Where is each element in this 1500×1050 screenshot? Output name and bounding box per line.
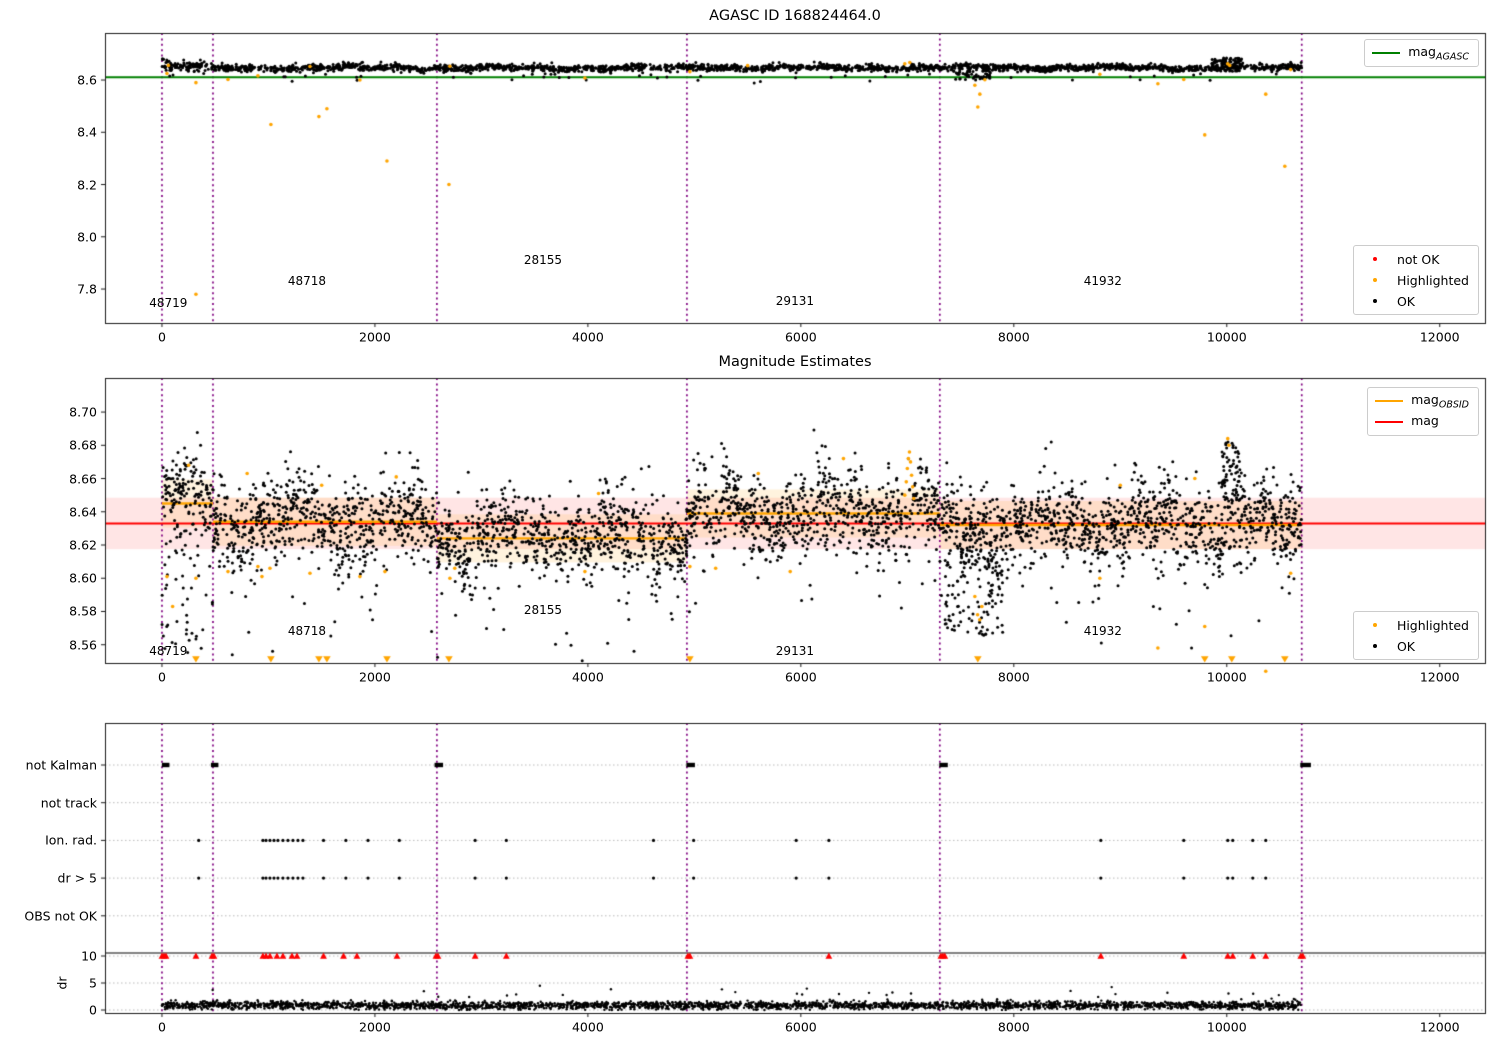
xtick-label: 4000 [571, 1019, 604, 1035]
red-line-icon [1375, 420, 1404, 424]
obsid-label-48718: 48718 [287, 274, 327, 289]
obsid-label-48719: 48719 [149, 296, 188, 311]
ok-marker-sample [1361, 298, 1389, 304]
xtick-label: 6000 [784, 329, 817, 345]
xtick-label: 2000 [359, 1019, 391, 1035]
ytick-label: 8.60 [69, 570, 97, 586]
legend-item-highlighted-2: Highlighted [1361, 617, 1469, 633]
legend-item-ok: OK [1361, 293, 1469, 309]
panel2-title: Magnitude Estimates [718, 354, 872, 370]
xtick-label: 2000 [359, 329, 391, 345]
legend-subscript: OBSID [1438, 399, 1469, 411]
green-line-icon [1372, 51, 1401, 55]
xtick-label: 4000 [571, 329, 604, 345]
ytick-label: 8.62 [69, 537, 97, 553]
ytick-label: 8.6 [77, 72, 97, 88]
row-label-4: OBS not OK [24, 908, 97, 924]
dr-tick-label: 10 [81, 948, 97, 964]
legend-text: OK [1396, 293, 1415, 309]
legend-item-not-ok: not OK [1361, 251, 1469, 267]
row-label-1: not track [40, 795, 97, 811]
obsid-label-28155: 28155 [523, 253, 563, 268]
dr-tick-label: 0 [89, 1002, 97, 1018]
black-dot-icon [1372, 298, 1378, 304]
highlighted-marker-sample-2 [1361, 622, 1389, 628]
legend-text: Highlighted [1396, 272, 1469, 288]
xtick-label: 6000 [784, 669, 817, 685]
black-dot-icon [1372, 643, 1378, 649]
xtick-label: 0 [157, 329, 166, 345]
mag-obsid-label: magOBSID [1411, 392, 1469, 411]
legend-panel2-markers: Highlighted OK [1352, 611, 1479, 660]
ytick-label: 8.66 [69, 471, 97, 487]
xtick-label: 8000 [997, 669, 1030, 685]
obsid-label-48718: 48718 [287, 624, 327, 639]
ok-marker-sample-2 [1361, 643, 1389, 649]
legend-item-mag-agasc: magAGASC [1372, 44, 1469, 63]
obsid-label-29131: 29131 [775, 643, 814, 658]
xtick-label: 10000 [1206, 329, 1247, 345]
xtick-label: 12000 [1419, 329, 1460, 345]
mag-line-sample [1375, 420, 1404, 424]
ytick-label: 8.56 [69, 637, 97, 653]
obsid-label-41932: 41932 [1083, 624, 1122, 639]
obsid-label-28155: 28155 [523, 602, 563, 617]
row-label-0: not Kalman [25, 757, 97, 773]
legend-text: mag [1408, 43, 1436, 59]
mag-agasc-label: magAGASC [1408, 44, 1469, 63]
ytick-label: 8.2 [77, 177, 97, 193]
legend-text: OK [1396, 638, 1415, 654]
legend-item-ok-2: OK [1361, 638, 1469, 654]
legend-item-mag-obsid: magOBSID [1375, 392, 1469, 411]
orange-line-icon [1375, 399, 1404, 403]
obsid-label-48719: 48719 [149, 643, 188, 658]
highlighted-marker-sample [1361, 277, 1389, 283]
ytick-label: 8.68 [69, 437, 97, 453]
panel1-title: AGASC ID 168824464.0 [709, 8, 881, 24]
legend-panel2-lines: magOBSID mag [1367, 387, 1479, 436]
xtick-label: 0 [157, 1019, 166, 1035]
legend-text: not OK [1396, 251, 1440, 267]
legend-item-mag: mag [1375, 413, 1469, 432]
mag-agasc-line-sample [1372, 51, 1401, 55]
orange-dot-icon [1372, 277, 1378, 283]
obsid-label-41932: 41932 [1083, 274, 1122, 289]
xtick-label: 12000 [1419, 669, 1460, 685]
xtick-label: 0 [157, 669, 166, 685]
mag-obsid-line-sample [1375, 399, 1404, 403]
legend-text: Highlighted [1396, 617, 1469, 633]
xtick-label: 6000 [784, 1019, 817, 1035]
ytick-label: 8.64 [69, 504, 97, 520]
ytick-label: 8.4 [77, 124, 97, 140]
legend-text: mag [1411, 412, 1439, 428]
xtick-label: 12000 [1419, 1019, 1460, 1035]
legend-mag-agasc: magAGASC [1364, 39, 1479, 67]
legend-item-highlighted: Highlighted [1361, 272, 1469, 288]
legend-subscript: AGASC [1435, 51, 1469, 63]
xtick-label: 10000 [1206, 669, 1247, 685]
xtick-label: 8000 [997, 1019, 1030, 1035]
xtick-label: 8000 [997, 329, 1030, 345]
xtick-label: 10000 [1206, 1019, 1247, 1035]
ytick-label: 8.58 [69, 603, 97, 619]
mag-label: mag [1411, 413, 1439, 432]
xtick-label: 2000 [359, 669, 391, 685]
row-label-3: dr > 5 [57, 870, 97, 886]
obsid-label-29131: 29131 [775, 293, 814, 308]
ytick-label: 8.0 [77, 229, 97, 245]
ytick-label: 8.70 [69, 404, 97, 420]
dr-axis-label: dr [54, 976, 70, 990]
not-ok-marker-sample [1361, 256, 1389, 262]
row-label-2: Ion. rad. [45, 832, 97, 848]
ytick-label: 7.8 [77, 281, 97, 297]
legend-panel1-markers: not OK Highlighted OK [1352, 245, 1479, 315]
dr-tick-label: 5 [89, 975, 97, 991]
legend-text: mag [1411, 391, 1439, 407]
orange-dot-icon [1372, 622, 1378, 628]
xtick-label: 4000 [571, 669, 604, 685]
red-dot-icon [1372, 256, 1378, 262]
